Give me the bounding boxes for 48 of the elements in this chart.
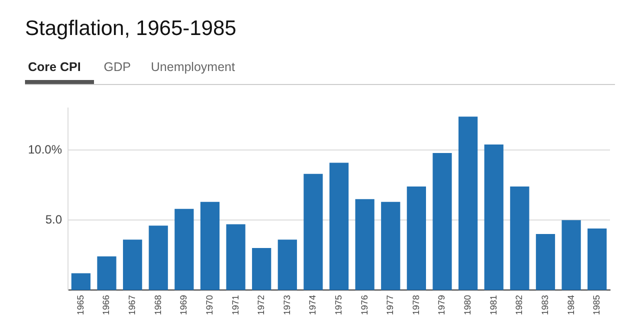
bar bbox=[174, 208, 194, 290]
bar bbox=[562, 220, 581, 290]
bar bbox=[97, 256, 116, 290]
bar bbox=[458, 116, 478, 290]
x-tick-label: 1966 bbox=[101, 294, 112, 316]
bar bbox=[329, 162, 349, 290]
x-tick-label: 1976 bbox=[359, 294, 370, 316]
x-tick-label: 1974 bbox=[308, 294, 318, 316]
bar bbox=[122, 240, 142, 290]
bar bbox=[226, 224, 246, 290]
bar bbox=[588, 228, 607, 290]
x-tick-label: 1967 bbox=[127, 294, 138, 316]
bar bbox=[355, 199, 374, 290]
bar bbox=[510, 186, 530, 290]
x-tick-label: 1980 bbox=[462, 294, 473, 316]
x-tick-label: 1971 bbox=[230, 294, 240, 316]
y-tick-label: 10.0% bbox=[28, 142, 62, 156]
bar bbox=[432, 152, 452, 290]
bar bbox=[278, 240, 297, 290]
x-tick-label: 1972 bbox=[256, 294, 266, 316]
x-tick-label: 1969 bbox=[178, 294, 189, 316]
x-tick-label: 1975 bbox=[333, 294, 344, 316]
x-tick-label: 1977 bbox=[385, 294, 396, 316]
x-tick-label: 1983 bbox=[540, 294, 550, 316]
x-tick-label: 1984 bbox=[566, 294, 576, 316]
bar bbox=[484, 144, 504, 290]
x-tick-label: 1970 bbox=[204, 294, 214, 316]
chart-title: Stagflation, 1965-1985 bbox=[25, 17, 236, 41]
bar bbox=[200, 202, 220, 290]
bar bbox=[381, 202, 400, 290]
x-tick-label: 1979 bbox=[436, 294, 447, 316]
x-tick-label: 1985 bbox=[592, 294, 602, 316]
bar bbox=[304, 174, 323, 290]
bar bbox=[536, 234, 556, 290]
bar bbox=[148, 226, 168, 290]
text: GDP bbox=[102, 59, 132, 76]
x-tick-label: 1978 bbox=[410, 294, 421, 316]
x-tick-label: 1981 bbox=[488, 294, 498, 316]
x-tick-label: 1965 bbox=[75, 294, 86, 316]
bar bbox=[252, 248, 272, 290]
bar bbox=[406, 186, 426, 290]
bar bbox=[71, 273, 90, 290]
x-tick-label: 1982 bbox=[514, 294, 524, 316]
y-tick-label: 5.0 bbox=[45, 212, 62, 226]
text: Core CPI bbox=[25, 56, 94, 84]
x-tick-label: 1968 bbox=[152, 294, 163, 316]
x-tick-label: 1973 bbox=[282, 294, 292, 316]
text: Unemployment bbox=[150, 59, 236, 76]
